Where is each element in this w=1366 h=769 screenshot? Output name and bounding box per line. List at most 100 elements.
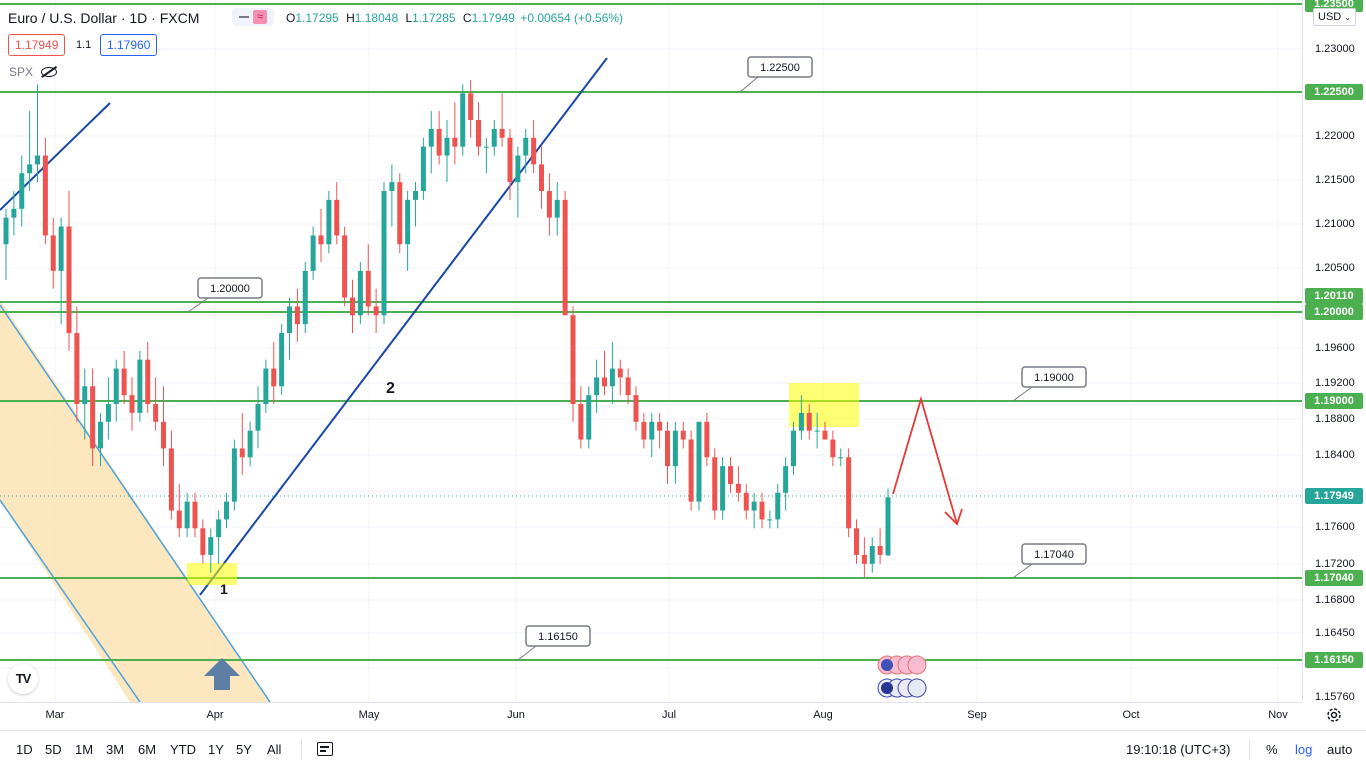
candle[interactable] [562,191,568,316]
candle[interactable] [342,226,348,307]
candle[interactable] [279,324,285,396]
candle[interactable] [405,191,411,271]
candle[interactable] [830,430,836,467]
candle[interactable] [499,93,505,147]
candle[interactable] [200,519,206,564]
candle[interactable] [720,457,726,520]
price-label[interactable]: 1.16150 [1305,652,1363,668]
candle[interactable] [129,377,135,431]
candle[interactable] [231,439,237,511]
candle[interactable] [704,412,710,467]
candle[interactable] [798,395,804,440]
price-callout-1.19000[interactable]: 1.19000 [1012,366,1087,402]
candle[interactable] [302,262,308,334]
candle[interactable] [145,341,151,413]
range-button-3m[interactable]: 3M [106,742,125,757]
candle[interactable] [696,421,702,511]
candle[interactable] [775,483,781,529]
candle[interactable] [192,492,198,538]
indicator-label[interactable]: SPX [9,65,34,79]
price-label[interactable]: 1.22500 [1305,84,1363,100]
candle[interactable] [82,368,88,440]
collapse-toggle-button[interactable]: ≈ [232,8,274,26]
candle[interactable] [58,217,64,325]
time-axis[interactable]: Mar Apr May Jun Jul Aug Sep Oct Nov [0,702,1302,729]
candle[interactable] [105,377,111,440]
candle[interactable] [27,111,33,192]
range-button-1d[interactable]: 1D [16,742,33,757]
candle[interactable] [365,244,371,316]
candle[interactable] [743,483,749,520]
candle[interactable] [389,164,395,227]
candle[interactable] [121,350,127,405]
candle[interactable] [523,128,529,174]
events-icons-flag[interactable] [877,655,927,675]
candle[interactable] [3,208,9,280]
candle[interactable] [294,288,300,342]
candle[interactable] [735,466,741,502]
uptrend-line-main[interactable] [199,57,608,596]
candle[interactable] [239,412,245,476]
range-button-5y[interactable]: 5Y [236,742,252,757]
highlight-box-wave-1[interactable] [187,563,237,585]
candle[interactable] [271,341,277,405]
candle[interactable] [381,182,387,325]
candle[interactable] [428,111,434,174]
candle[interactable] [570,306,576,422]
candle[interactable] [357,262,363,325]
candle[interactable] [35,84,40,183]
ask-price-badge[interactable]: 1.17960 [100,34,158,56]
candle[interactable] [869,537,875,573]
candle[interactable] [594,359,600,413]
candle[interactable] [326,191,332,254]
price-callout-1.20000[interactable]: 1.20000 [187,277,263,313]
channel-upper-line[interactable] [0,304,271,702]
tradingview-logo[interactable]: TV [8,664,38,694]
price-callout-1.16150[interactable]: 1.16150 [517,625,591,661]
range-button-1m[interactable]: 1M [75,742,94,757]
auto-scale-button[interactable]: auto [1327,742,1353,757]
candle[interactable] [838,448,844,467]
candle[interactable] [310,226,316,280]
price-label[interactable]: 1.20110 [1305,288,1363,304]
candle[interactable] [350,279,355,334]
price-label[interactable]: 1.17040 [1305,570,1363,586]
candle[interactable] [50,217,56,289]
candle[interactable] [11,191,17,236]
candle[interactable] [767,510,773,529]
candle[interactable] [846,448,852,538]
settings-gear-icon[interactable] [1324,705,1344,725]
candle[interactable] [531,120,537,174]
candle[interactable] [19,155,25,227]
candle[interactable] [602,350,607,396]
price-label[interactable]: 1.19000 [1305,393,1363,409]
events-icons-eu[interactable] [877,678,927,698]
price-label[interactable]: 1.17949 [1305,488,1363,504]
candle[interactable] [586,386,592,449]
candle[interactable] [751,492,757,529]
candle[interactable] [515,146,521,218]
candle[interactable] [617,359,623,396]
candle[interactable] [554,182,560,236]
candle[interactable] [263,359,269,413]
candle[interactable] [176,483,182,538]
candle[interactable] [806,404,812,440]
candle[interactable] [625,368,631,405]
candle[interactable] [373,288,379,334]
uptrend-line-upper-left[interactable] [0,102,111,211]
candle[interactable] [334,182,340,245]
candle[interactable] [287,297,292,360]
forecast-arrow[interactable] [892,395,958,525]
price-axis[interactable]: 1.23000 1.22500 1.22000 1.21500 1.21000 1.205… [1302,0,1366,703]
candle[interactable] [468,80,474,138]
candle[interactable] [224,492,229,529]
candle[interactable] [539,146,544,209]
candle[interactable] [672,421,678,484]
candle[interactable] [397,173,403,254]
range-button-ytd[interactable]: YTD [170,742,196,757]
candle[interactable] [42,137,48,245]
eye-hidden-icon[interactable] [41,65,58,78]
range-button-all[interactable]: All [267,742,282,757]
candle[interactable] [546,173,552,236]
candle[interactable] [90,368,96,467]
